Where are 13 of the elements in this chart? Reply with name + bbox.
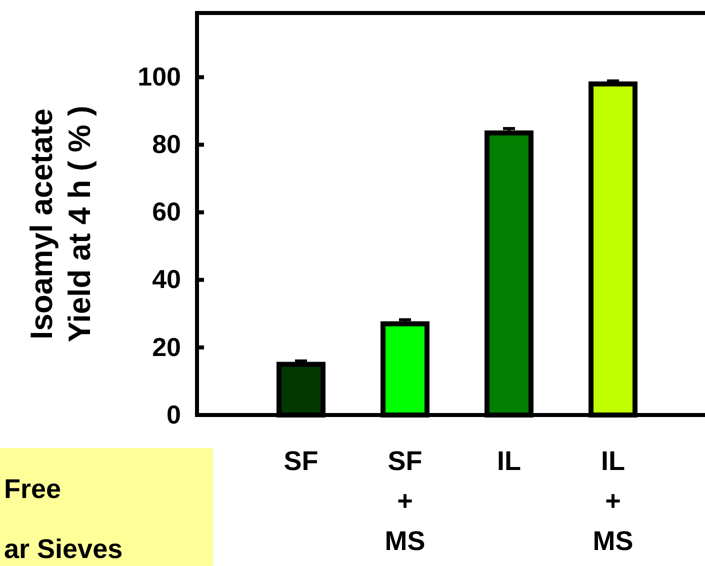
x-tick-label: SF	[284, 446, 318, 476]
y-tick-label: 80	[152, 129, 181, 160]
y-tick-label: 60	[152, 196, 181, 227]
x-tick-label: SF + MS	[384, 446, 426, 556]
x-tick-label: IL	[497, 446, 521, 476]
text: ar Sieves	[4, 534, 123, 564]
y-tick-label: 0	[166, 399, 181, 430]
y-axis-title: Isoamyl acetate Yield at 4 h ( % )	[24, 106, 97, 342]
text: Free	[4, 474, 62, 504]
x-tick-label: IL + MS	[592, 446, 634, 556]
y-tick-label: 20	[152, 332, 181, 362]
y-tick-label: 40	[152, 264, 181, 294]
y-tick-label: 100	[138, 62, 181, 92]
